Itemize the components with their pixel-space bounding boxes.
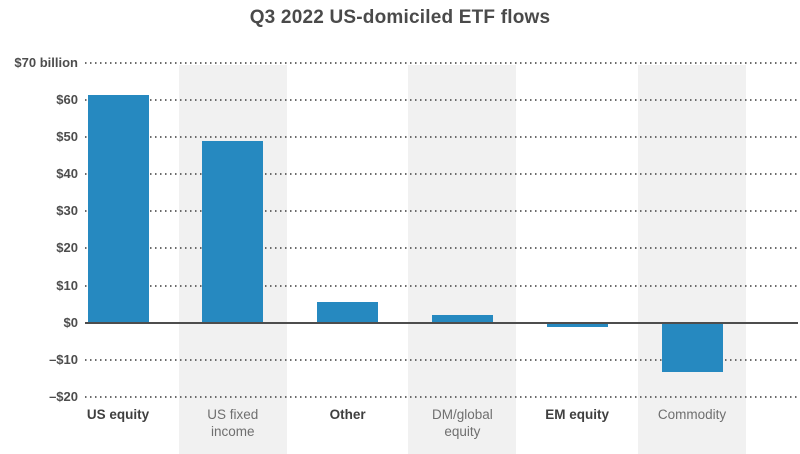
- zero-axis-line: [85, 321, 798, 324]
- x-axis-label: EM equity: [545, 407, 610, 422]
- gridline: [85, 395, 798, 398]
- bar-other: [317, 301, 379, 323]
- gridline: [85, 210, 798, 213]
- y-axis-tick-label: $10: [56, 277, 78, 293]
- y-axis-tick-label: –$10: [49, 351, 78, 367]
- gridline: [85, 247, 798, 250]
- gridline: [85, 284, 798, 287]
- y-axis-tick-label: $0: [63, 314, 78, 330]
- y-axis-tick-label: $40: [56, 166, 78, 182]
- x-axis-label: Commodity: [657, 407, 727, 422]
- column-stripe: [638, 65, 746, 454]
- gridline: [85, 173, 798, 176]
- x-axis-label: US equity: [86, 407, 150, 422]
- bar-em-equity: [546, 323, 608, 327]
- column-stripe: [408, 65, 517, 454]
- y-axis-tick-label: $60: [56, 91, 78, 107]
- y-axis-tick-label: $50: [56, 129, 78, 144]
- bar-commodity: [661, 323, 723, 372]
- y-axis-tick-label: $70 billion: [14, 54, 78, 70]
- y-axis-tick-label: $20: [56, 240, 78, 256]
- chart-title: Q3 2022 US-domiciled ETF flows: [249, 7, 551, 28]
- bar-us-fixed-income: [202, 141, 264, 323]
- x-axis-label: Other: [329, 407, 366, 422]
- y-axis-tick-label: –$20: [49, 388, 78, 404]
- x-axis-label: US fixed income: [207, 407, 259, 439]
- gridline: [85, 61, 798, 64]
- gridline: [85, 358, 798, 361]
- gridline: [85, 136, 798, 138]
- bar-us-equity: [87, 94, 149, 323]
- bar-dm-global-equity: [431, 314, 493, 323]
- x-axis-label: DM/global equity: [432, 407, 493, 439]
- gridline: [85, 98, 798, 101]
- y-axis-tick-label: $30: [56, 203, 78, 219]
